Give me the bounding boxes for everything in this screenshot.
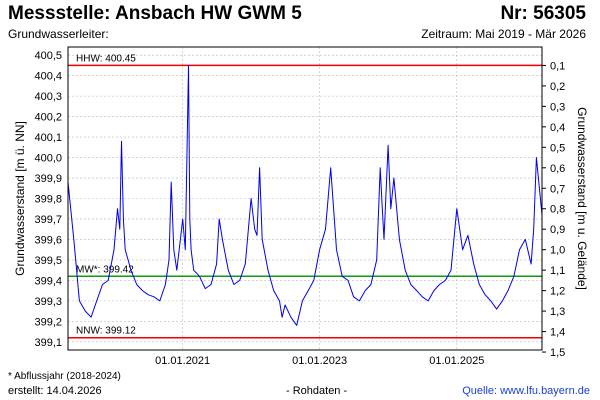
y2-axis-label: Grundwasserstand [m u. Gelände] [575,107,589,290]
y2-tick-label: 0,9 [550,224,565,236]
y-tick-label: 400,5 [34,50,62,62]
y-axis-label: Grundwasserstand [m ü. NN] [13,121,27,276]
y-tick-label: 400,3 [34,91,62,103]
y-tick-label: 400,4 [34,71,62,83]
y-tick-label: 399,5 [34,255,62,267]
created-date: erstellt: 14.04.2026 [8,385,102,397]
y2-tick-label: 1,1 [550,265,565,277]
x-tick-label: 01.01.2021 [155,355,210,367]
y2-tick-label: 1,4 [550,327,565,339]
y2-tick-label: 0,5 [550,142,565,154]
y2-tick-label: 0,2 [550,81,565,93]
y-tick-label: 399,1 [34,337,62,349]
x-tick-label: 01.01.2023 [292,355,347,367]
y-tick-label: 399,8 [34,194,62,206]
y-tick-label: 399,7 [34,214,62,226]
y-tick-label: 399,9 [34,173,62,185]
station-title: Messstelle: Ansbach HW GWM 5 [8,3,302,24]
footnote: * Abflussjahr (2018-2024) [8,371,121,382]
y2-tick-label: 0,3 [550,101,565,113]
y2-tick-label: 1,3 [550,306,565,318]
y2-tick-label: 0,1 [550,60,565,72]
y-tick-label: 400,1 [34,132,62,144]
y2-tick-label: 0,6 [550,163,565,175]
station-number: Nr: 56305 [500,3,586,24]
threshold-label: NNW: 399.12 [76,326,136,337]
y2-tick-label: 0,4 [550,122,565,134]
period-label: Zeitraum: Mai 2019 - Mär 2026 [421,27,586,41]
threshold-label: HHW: 400.45 [76,53,136,64]
y-tick-label: 399,4 [34,275,62,287]
plot-frame [67,46,543,351]
y2-tick-label: 1,2 [550,286,565,298]
threshold-label: MW*: 399.42 [76,264,134,275]
y2-tick-label: 1,5 [550,347,565,359]
y2-tick-label: 1,0 [550,245,565,257]
y2-tick-label: 0,8 [550,204,565,216]
series-line [67,64,543,326]
y-tick-label: 399,2 [34,316,62,328]
y2-tick-label: 0,7 [550,183,565,195]
raw-data-note: - Rohdaten - [286,385,348,397]
source-link[interactable]: Quelle: www.lfu.bayern.de [462,385,590,397]
y-tick-label: 400,0 [34,153,62,165]
y-tick-label: 399,3 [34,296,62,308]
y-tick-label: 399,6 [34,234,62,246]
y-tick-label: 400,2 [34,112,62,124]
x-tick-label: 01.01.2025 [429,355,484,367]
aquifer-label: Grundwasserleiter: [8,27,109,41]
